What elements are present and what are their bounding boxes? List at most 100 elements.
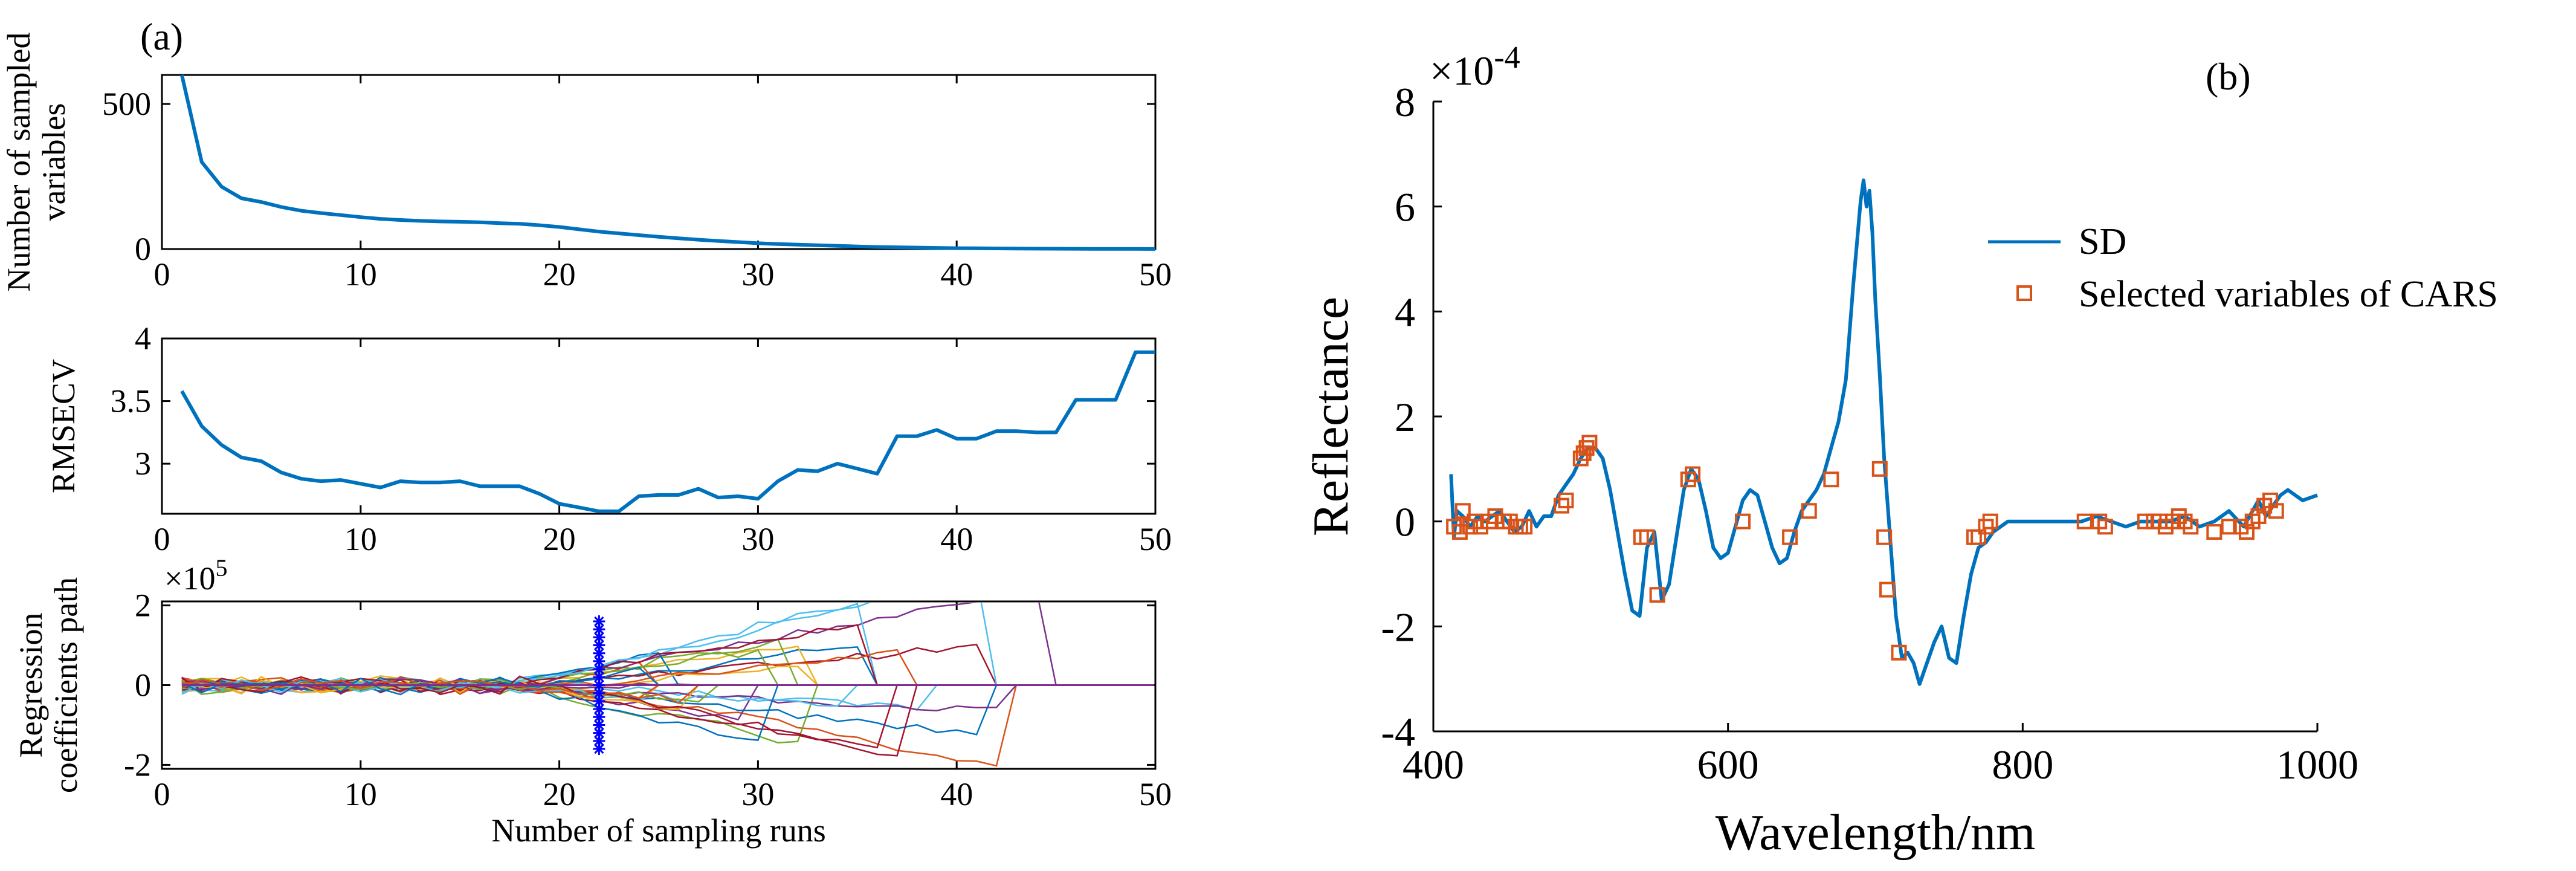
optimal-run-asterisk bbox=[593, 695, 605, 707]
selected-variable-marker bbox=[1462, 519, 1478, 535]
selected-variable-marker bbox=[1876, 529, 1893, 545]
selected-variable-marker bbox=[2183, 519, 2199, 535]
y-axis-label: variables bbox=[36, 103, 72, 221]
x-tick-label: 10 bbox=[344, 256, 377, 293]
y-tick-label: 2 bbox=[1395, 394, 1415, 440]
legend-cars-label: Selected variables of CARS bbox=[2079, 274, 2498, 315]
legend-cars-swatch bbox=[2016, 285, 2032, 301]
x-tick-label: 40 bbox=[940, 776, 973, 812]
selected-variable-marker bbox=[1581, 435, 1598, 451]
x-tick-label: 0 bbox=[154, 776, 170, 812]
selected-variable-marker bbox=[1871, 461, 1888, 477]
x-tick-label: 30 bbox=[741, 776, 774, 812]
y-tick-label: -2 bbox=[124, 746, 151, 783]
selected-variable-marker bbox=[1649, 587, 1665, 603]
y-tick-label: 2 bbox=[135, 588, 151, 624]
x-tick-label: 0 bbox=[154, 521, 170, 557]
x-tick-label: 30 bbox=[741, 256, 774, 293]
selected-variable-marker bbox=[1982, 513, 1998, 529]
y-tick-label: 500 bbox=[102, 86, 151, 122]
y-tick-label: 4 bbox=[1395, 289, 1415, 335]
exponent-power: -4 bbox=[1494, 40, 1520, 75]
selected-variable-marker bbox=[1517, 519, 1533, 535]
selected-variable-marker bbox=[2076, 513, 2093, 529]
selected-variable-marker bbox=[1554, 497, 1570, 514]
y-tick-label: 8 bbox=[1395, 79, 1415, 125]
panel-b-reflectance: 400 600 800 1000-4-202468×10-4Wavelength/nm… bbox=[1303, 40, 2498, 861]
optimal-run-asterisk bbox=[593, 647, 605, 659]
x-tick-label: 600 bbox=[1697, 742, 1759, 788]
panel-label-a: (a) bbox=[140, 15, 183, 58]
sampled-variables-line bbox=[179, 74, 1156, 251]
x-tick-label: 0 bbox=[154, 256, 170, 293]
exponent-base: ×10 bbox=[1430, 48, 1494, 94]
y-tick-label: 3 bbox=[135, 445, 151, 482]
optimal-run-asterisk bbox=[593, 734, 605, 747]
y-tick-label: 4 bbox=[135, 320, 151, 357]
coefficient-paths bbox=[181, 603, 1154, 767]
selected-variable-marker bbox=[1558, 492, 1574, 508]
selected-variable-marker bbox=[1685, 466, 1701, 482]
x-tick-label: 50 bbox=[1139, 776, 1172, 812]
optimal-run-asterisk bbox=[593, 671, 605, 684]
y-axis-label: Reflectance bbox=[1303, 297, 1359, 536]
optimal-run-asterisk bbox=[593, 655, 605, 667]
selected-variable-marker bbox=[1451, 524, 1468, 540]
x-tick-label: 20 bbox=[543, 256, 576, 293]
exponent-label: ×105 bbox=[164, 554, 227, 597]
panel-a-rmsecv: 0 10 20 30 40 50 3 3.5 4 RMSECV bbox=[45, 320, 1172, 557]
selected-variable-marker bbox=[1578, 440, 1595, 456]
rmsecv-line bbox=[180, 350, 1155, 513]
x-tick-label: 1000 bbox=[2276, 742, 2358, 788]
y-tick-label: -4 bbox=[1381, 709, 1415, 755]
selected-variable-marker bbox=[1639, 529, 1655, 545]
selected-variable-marker bbox=[1879, 581, 1896, 598]
y-tick-label: 3.5 bbox=[111, 383, 152, 419]
legend-sd-label: SD bbox=[2079, 221, 2126, 262]
exponent-label: ×10-4 bbox=[1430, 40, 1520, 94]
selected-variable-marker bbox=[1823, 471, 1839, 488]
x-tick-label: 40 bbox=[940, 521, 973, 557]
coefficient-path bbox=[181, 678, 1154, 711]
y-tick-label: 0 bbox=[1395, 499, 1415, 545]
exponent-power: 5 bbox=[215, 554, 227, 581]
selected-variable-marker bbox=[2097, 519, 2113, 535]
optimal-run-asterisk bbox=[593, 663, 605, 676]
selected-variable-marker bbox=[1454, 503, 1471, 519]
optimal-run-asterisk bbox=[593, 679, 605, 691]
selected-variable-marker bbox=[1487, 508, 1503, 524]
x-axis-label: Number of sampling runs bbox=[491, 812, 825, 849]
y-axis-label: RMSECV bbox=[45, 359, 82, 493]
optimal-run-asterisk bbox=[593, 623, 605, 636]
optimal-run-asterisk bbox=[593, 719, 605, 731]
axes-box bbox=[161, 74, 1157, 250]
x-axis-label: Wavelength/nm bbox=[1716, 805, 2036, 861]
x-tick-label: 20 bbox=[543, 776, 576, 812]
x-tick-label: 10 bbox=[344, 521, 377, 557]
optimal-run-asterisk bbox=[593, 639, 605, 652]
y-axis-label: Regression bbox=[13, 613, 49, 758]
optimal-run-asterisk bbox=[593, 703, 605, 716]
optimal-run-asterisk bbox=[593, 711, 605, 724]
selected-variable-marker bbox=[1891, 644, 1907, 661]
x-tick-label: 50 bbox=[1139, 521, 1172, 557]
selected-variable-marker bbox=[2137, 513, 2153, 529]
selected-variable-marker bbox=[1801, 503, 1817, 519]
selected-variable-marker bbox=[2221, 519, 2237, 535]
y-tick-label: 6 bbox=[1395, 184, 1415, 230]
x-tick-label: 400 bbox=[1403, 742, 1464, 788]
selected-variable-marker bbox=[1978, 519, 1994, 535]
selected-variable-marker bbox=[2206, 524, 2223, 540]
selected-variable-marker bbox=[1473, 519, 1489, 535]
exponent-base: ×10 bbox=[164, 560, 215, 597]
panel-label-b: (b) bbox=[2206, 55, 2251, 98]
y-axis-label: coefficients path bbox=[48, 577, 84, 793]
optimal-run-asterisk bbox=[593, 727, 605, 739]
selected-variable-marker bbox=[1735, 513, 1751, 529]
y-axis-label: Number of sampled bbox=[1, 33, 37, 292]
x-tick-label: 40 bbox=[940, 256, 973, 293]
optimal-run-asterisk bbox=[593, 631, 605, 644]
axes-box bbox=[161, 337, 1157, 515]
